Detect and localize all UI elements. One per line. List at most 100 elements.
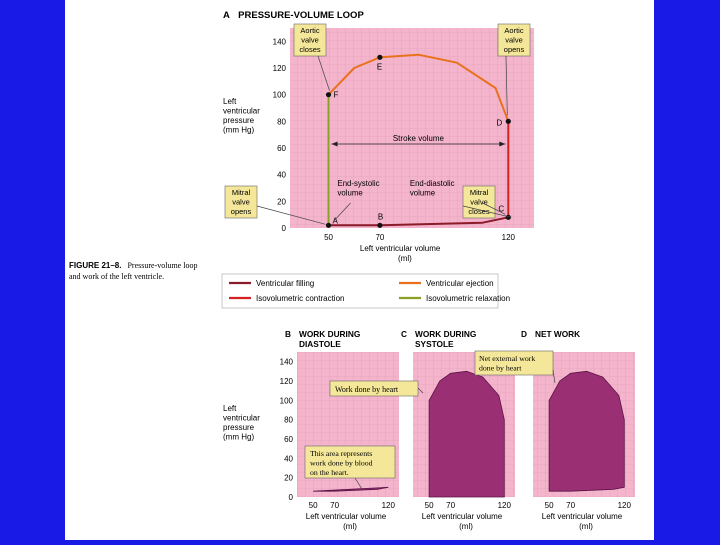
y-axis-label-line: ventricular — [223, 414, 260, 423]
callout-mitral-closes — [462, 185, 496, 219]
y-tick-label: 120 — [280, 377, 294, 386]
callout-aortic-closes-line: closes — [299, 45, 321, 54]
x-axis-unit: (ml) — [579, 522, 593, 531]
x-tick-label: 70 — [566, 501, 575, 510]
callout-pointer — [417, 387, 424, 394]
callout-mitral-closes-line: closes — [468, 207, 490, 216]
panel-a-chart: 0 20 40 60 80 100 120 140 50 70 120 Leftventricular… — [223, 23, 534, 263]
callout-diastole-line: work done by blood — [310, 459, 373, 468]
x-axis-label: Left ventricular volume — [422, 512, 503, 521]
callout-diastole-line: This area represents — [310, 449, 372, 458]
y-tick-label: 140 — [280, 358, 294, 367]
panel-title-line: NET WORK — [535, 329, 580, 339]
y-tick-label: 20 — [277, 197, 286, 206]
y-axis-label-line: Left — [223, 97, 237, 106]
x-tick-label: 50 — [309, 501, 318, 510]
y-tick-label: 40 — [277, 171, 286, 180]
x-tick-label: 50 — [545, 501, 554, 510]
x-tick-label: 50 — [425, 501, 434, 510]
figure-page: A PRESSURE-VOLUME LOOP 0 20 40 60 80 100 120 14… — [65, 0, 654, 540]
callout-mitral-opens — [224, 185, 258, 219]
point-label: A — [333, 216, 339, 225]
y-tick-label: 40 — [284, 454, 293, 463]
callout-mitral-opens-line: opens — [231, 207, 252, 216]
y-axis-label-line: Left — [223, 404, 237, 413]
callout-aortic-closes-line: Aortic — [300, 26, 319, 35]
stroke-volume-label: Stroke volume — [393, 134, 445, 143]
y-tick-label: 140 — [273, 37, 287, 46]
x-tick-label: 120 — [618, 501, 632, 510]
legend-label: Ventricular filling — [256, 279, 314, 288]
callout-mitral-opens-line: Mitral — [232, 188, 251, 197]
callout-aortic-closes — [293, 23, 327, 57]
series-line — [327, 53, 510, 122]
x-axis-unit: (ml) — [343, 522, 357, 531]
y-axis-label-line: ventricular — [223, 107, 260, 116]
panel-d-chart: D NET WORK 50 70 120 Left ventricular volume(… — [474, 329, 635, 531]
panel-a-title: A PRESSURE-VOLUME LOOP — [223, 10, 364, 21]
callout-diastole — [304, 445, 396, 479]
point-label: E — [377, 62, 382, 71]
label-pointer — [482, 202, 506, 215]
y-tick-label: 80 — [284, 416, 293, 425]
callout-net-work-line: Net external work — [479, 354, 535, 363]
y-tick-label: 60 — [284, 435, 293, 444]
panel-a-title-text: PRESSURE-VOLUME LOOP — [238, 10, 364, 21]
panel-letter: B — [285, 329, 291, 339]
callout-systole-text: Work done by heart — [335, 385, 399, 394]
point-label: C — [498, 204, 504, 213]
callout-pointer — [317, 55, 330, 91]
series-line — [328, 216, 509, 227]
point-B — [377, 222, 383, 228]
callout-pointer — [354, 477, 362, 489]
label-pointer — [333, 202, 351, 222]
y-tick-label: 0 — [289, 493, 294, 502]
callout-pointer — [505, 55, 508, 116]
callout-mitral-closes-line: valve — [470, 198, 488, 207]
legend-label: Isovolumetric contraction — [256, 294, 344, 303]
callout-pointer — [552, 369, 556, 384]
y-tick-label: 0 — [282, 224, 287, 233]
callout-net-work — [474, 350, 554, 376]
end-systolic-label-line: volume — [338, 188, 363, 197]
work-area — [428, 370, 505, 498]
x-axis-unit: (ml) — [459, 522, 473, 531]
point-label: B — [378, 212, 383, 221]
end-systolic-label-line: End-systolic — [338, 179, 380, 188]
x-axis-label: Left ventricular volume — [306, 512, 387, 521]
callout-mitral-opens-line: valve — [232, 198, 250, 207]
grid — [290, 28, 534, 228]
y-axis-label-line: (mm Hg) — [223, 126, 254, 135]
panel-letter: C — [401, 329, 407, 339]
x-tick-label: 120 — [502, 233, 516, 242]
y-tick-label: 120 — [273, 64, 287, 73]
callout-systole — [329, 380, 419, 397]
y-axis-label-line: pressure — [223, 423, 255, 432]
legend-box — [221, 273, 499, 309]
x-tick-label: 120 — [498, 501, 512, 510]
point-F — [325, 92, 332, 98]
x-tick-label: 70 — [330, 501, 339, 510]
callout-net-work-line: done by heart — [479, 364, 522, 373]
panel-title-line: SYSTOLE — [415, 339, 454, 349]
y-tick-label: 80 — [277, 117, 286, 126]
legend-label: Ventricular ejection — [426, 279, 494, 288]
point-D — [505, 118, 511, 124]
y-axis-label-line: (mm Hg) — [223, 433, 254, 442]
legend-label: Isovolumetric relaxation — [426, 294, 510, 303]
callout-aortic-opens — [497, 23, 531, 57]
callout-aortic-opens-line: opens — [504, 45, 525, 54]
caption-text-1: Pressure-volume loop — [127, 261, 197, 270]
panel-title-line: WORK DURING — [415, 329, 476, 339]
x-axis-unit: (ml) — [398, 254, 412, 263]
y-tick-label: 100 — [280, 396, 294, 405]
panel-letter: D — [521, 329, 527, 339]
y-axis-label-line: pressure — [223, 116, 255, 125]
panel-a-letter: A — [223, 10, 230, 21]
panel-title-line: WORK DURING — [299, 329, 360, 339]
callout-aortic-closes-line: valve — [301, 36, 319, 45]
x-tick-label: 120 — [382, 501, 396, 510]
x-axis-label: Left ventricular volume — [542, 512, 623, 521]
